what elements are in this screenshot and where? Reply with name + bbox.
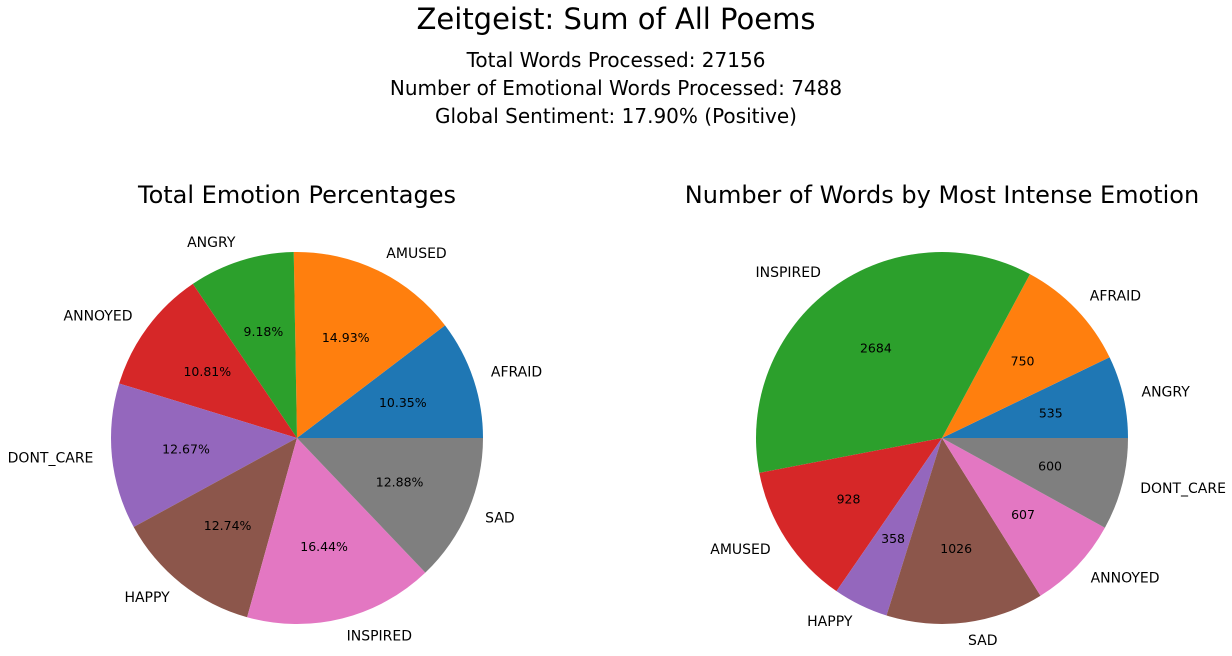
value-label-angry: 9.18% bbox=[244, 324, 284, 339]
value-label-amused: 14.93% bbox=[322, 330, 370, 345]
value-label-inspired: 2684 bbox=[860, 341, 892, 356]
pie-slice-dont-care bbox=[110, 383, 298, 527]
total-words-text: Total Words Processed: 27156 bbox=[466, 48, 766, 72]
value-label-afraid: 10.35% bbox=[379, 395, 427, 410]
category-label-sad: SAD bbox=[968, 633, 998, 649]
pie-chart-emotion-percentages: Total Emotion Percentages 10.35% AFRAID 14… bbox=[8, 181, 543, 645]
pie-slice-inspired bbox=[247, 438, 426, 624]
category-label-annoyed: ANNOYED bbox=[64, 308, 133, 324]
pie-slice-sad bbox=[886, 438, 1041, 625]
value-label-afraid: 750 bbox=[1011, 353, 1035, 368]
pie-slice-dont-care bbox=[942, 438, 1128, 528]
category-label-afraid: AFRAID bbox=[491, 365, 542, 381]
category-label-inspired: INSPIRED bbox=[347, 629, 412, 645]
pie-slice-annoyed bbox=[942, 438, 1105, 596]
category-label-angry: ANGRY bbox=[187, 235, 236, 251]
category-label-inspired: INSPIRED bbox=[755, 265, 820, 281]
value-label-dont-care: 600 bbox=[1038, 458, 1062, 473]
pie-slice-happy bbox=[133, 438, 297, 618]
pie-slice-afraid bbox=[942, 274, 1110, 438]
chart-title-emotion-percentages: Total Emotion Percentages bbox=[137, 181, 456, 209]
category-label-sad: SAD bbox=[485, 511, 515, 527]
value-label-dont-care: 12.67% bbox=[162, 442, 210, 457]
category-label-amused: AMUSED bbox=[710, 542, 770, 558]
pie-slice-inspired bbox=[756, 252, 1030, 473]
category-label-dont-care: DONT_CARE bbox=[8, 451, 94, 467]
value-label-happy: 12.74% bbox=[204, 518, 252, 533]
pie-chart-words-by-emotion: Number of Words by Most Intense Emotion … bbox=[685, 181, 1226, 649]
pie-slice-annoyed bbox=[119, 283, 298, 438]
category-label-amused: AMUSED bbox=[386, 246, 446, 262]
value-label-inspired: 16.44% bbox=[300, 539, 348, 554]
global-sentiment-text: Global Sentiment: 17.90% (Positive) bbox=[435, 104, 797, 128]
pie-slice-sad bbox=[297, 438, 483, 573]
value-label-sad: 12.88% bbox=[376, 474, 424, 489]
category-label-afraid: AFRAID bbox=[1090, 289, 1141, 305]
category-label-dont-care: DONT_CARE bbox=[1140, 481, 1226, 497]
value-label-happy: 358 bbox=[881, 531, 905, 546]
emotional-words-text: Number of Emotional Words Processed: 748… bbox=[389, 76, 843, 100]
category-label-happy: HAPPY bbox=[807, 614, 853, 630]
value-label-angry: 535 bbox=[1039, 406, 1063, 421]
figure-title: Zeitgeist: Sum of All Poems bbox=[416, 2, 816, 36]
pie-slice-amused bbox=[759, 438, 942, 592]
value-label-sad: 1026 bbox=[940, 541, 972, 556]
chart-title-words-by-emotion: Number of Words by Most Intense Emotion bbox=[685, 181, 1199, 209]
category-label-happy: HAPPY bbox=[124, 590, 170, 606]
category-label-annoyed: ANNOYED bbox=[1091, 571, 1160, 587]
pie-slice-angry bbox=[192, 252, 297, 438]
value-label-annoyed: 10.81% bbox=[183, 364, 231, 379]
pie-slice-happy bbox=[836, 438, 942, 616]
pie-slice-afraid bbox=[297, 325, 483, 438]
category-label-angry: ANGRY bbox=[1142, 385, 1191, 401]
pie-slice-angry bbox=[942, 357, 1128, 438]
value-label-annoyed: 607 bbox=[1011, 507, 1035, 522]
pie-slice-amused bbox=[293, 252, 446, 438]
value-label-amused: 928 bbox=[837, 492, 861, 507]
